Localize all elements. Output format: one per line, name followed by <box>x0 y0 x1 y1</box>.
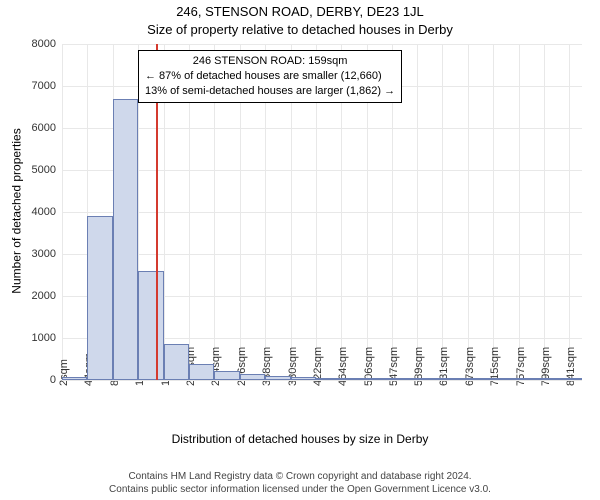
annotation-line-1: 246 STENSON ROAD: 159sqm <box>145 54 395 69</box>
histogram-bar <box>87 216 112 380</box>
ytick-label: 6000 <box>32 122 62 134</box>
histogram-bar <box>367 378 392 380</box>
ytick-label: 5000 <box>32 164 62 176</box>
histogram-bar <box>569 378 582 380</box>
gridline-h <box>62 212 582 213</box>
histogram-bar <box>392 378 417 380</box>
chart-subtitle: Size of property relative to detached ho… <box>0 22 600 37</box>
ytick-label: 2000 <box>32 290 62 302</box>
gridline-h <box>62 254 582 255</box>
page-title: 246, STENSON ROAD, DERBY, DE23 1JL <box>0 4 600 19</box>
footer-line-1: Contains HM Land Registry data © Crown c… <box>0 470 600 483</box>
ytick-label: 8000 <box>32 38 62 50</box>
histogram-bar <box>291 377 316 380</box>
histogram-bar <box>164 344 189 380</box>
annotation-box: 246 STENSON ROAD: 159sqm ← 87% of detach… <box>138 50 402 103</box>
footer-line-2: Contains public sector information licen… <box>0 483 600 496</box>
gridline-h <box>62 170 582 171</box>
histogram-bar <box>62 377 87 380</box>
histogram-bar <box>138 271 163 380</box>
histogram-bar <box>189 364 214 380</box>
footer: Contains HM Land Registry data © Crown c… <box>0 470 600 496</box>
histogram-bar <box>442 378 467 380</box>
histogram-bar <box>519 378 544 380</box>
ytick-label: 0 <box>50 374 62 386</box>
histogram-bar <box>417 378 442 380</box>
ytick-label: 3000 <box>32 248 62 260</box>
ytick-label: 4000 <box>32 206 62 218</box>
histogram-bar <box>544 378 569 380</box>
y-axis-label: Number of detached properties <box>10 128 24 293</box>
ytick-label: 7000 <box>32 80 62 92</box>
x-axis-label: Distribution of detached houses by size … <box>0 432 600 446</box>
histogram-bar <box>316 378 341 380</box>
histogram-bar <box>214 371 239 380</box>
annotation-line-3: 13% of semi-detached houses are larger (… <box>145 84 395 99</box>
page: { "title": "246, STENSON ROAD, DERBY, DE… <box>0 0 600 500</box>
histogram-bar <box>341 378 366 380</box>
gridline-h <box>62 44 582 45</box>
histogram-bar <box>265 376 290 380</box>
gridline-h <box>62 128 582 129</box>
histogram-bar <box>113 99 138 380</box>
histogram-bar <box>468 378 493 380</box>
histogram-bar <box>240 374 265 380</box>
gridline-h <box>62 380 582 381</box>
ytick-label: 1000 <box>32 332 62 344</box>
annotation-line-2: ← 87% of detached houses are smaller (12… <box>145 69 395 84</box>
histogram-bar <box>493 378 518 380</box>
